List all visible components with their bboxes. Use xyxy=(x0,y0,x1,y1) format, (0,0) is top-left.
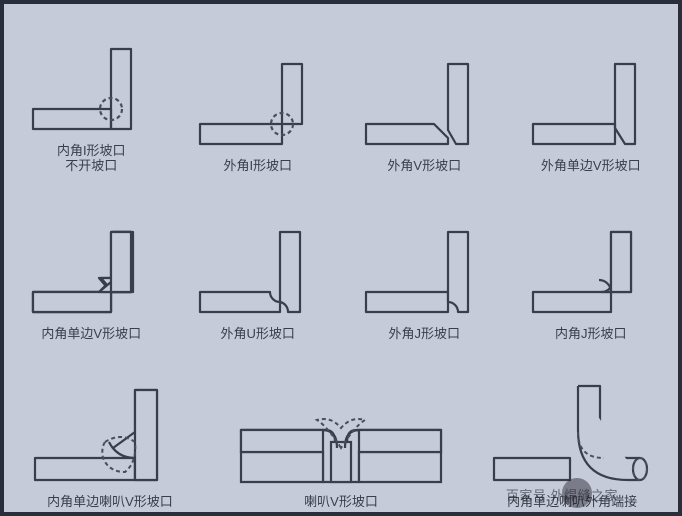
caption-2: 外角I形坡口 xyxy=(223,158,292,174)
caption-10: 喇叭V形坡口 xyxy=(304,494,378,510)
cell-1: 内角I形坡口 不开坡口 xyxy=(10,10,173,174)
caption-1: 内角I形坡口 不开坡口 xyxy=(57,143,126,174)
diagram-flare-v xyxy=(231,372,451,492)
cell-4: 外角单边V形坡口 xyxy=(510,10,673,174)
diagram-v-outside xyxy=(354,46,494,156)
caption-8: 内角J形坡口 xyxy=(555,326,627,342)
cell-5: 内角单边V形坡口 xyxy=(10,178,173,342)
diagram-j-outside xyxy=(354,214,494,324)
caption-3: 外角V形坡口 xyxy=(387,158,461,174)
cell-10: 喇叭V形坡口 xyxy=(214,346,468,510)
cell-8: 内角J形坡口 xyxy=(510,178,673,342)
diagram-flare-sv-inside xyxy=(25,372,195,492)
diagram-sv-inside xyxy=(21,214,161,324)
caption-4: 外角单边V形坡口 xyxy=(541,158,641,174)
cell-3: 外角V形坡口 xyxy=(343,10,506,174)
diagram-sv-outside xyxy=(521,46,661,156)
caption-6: 外角U形坡口 xyxy=(221,326,295,342)
cell-6: 外角U形坡口 xyxy=(177,178,340,342)
cell-2: 外角I形坡口 xyxy=(177,10,340,174)
diagram-u-outside xyxy=(188,214,328,324)
page-frame: 内角I形坡口 不开坡口 外角I形坡口 xyxy=(0,0,682,516)
cell-7: 外角J形坡口 xyxy=(343,178,506,342)
caption-9: 内角单边喇叭V形坡口 xyxy=(47,494,173,510)
cell-11: 内角单边喇叭外角端接 xyxy=(472,346,672,510)
diagram-i-outside xyxy=(188,46,328,156)
caption-7: 外角J形坡口 xyxy=(388,326,460,342)
diagram-flare-pipe xyxy=(482,372,662,492)
caption-5: 内角单边V形坡口 xyxy=(41,326,141,342)
diagram-j-inside xyxy=(521,214,661,324)
diagram-i-inside xyxy=(21,31,161,141)
cell-9: 内角单边喇叭V形坡口 xyxy=(10,346,210,510)
diagram-grid: 内角I形坡口 不开坡口 外角I形坡口 xyxy=(4,4,678,512)
caption-11: 内角单边喇叭外角端接 xyxy=(507,494,637,510)
